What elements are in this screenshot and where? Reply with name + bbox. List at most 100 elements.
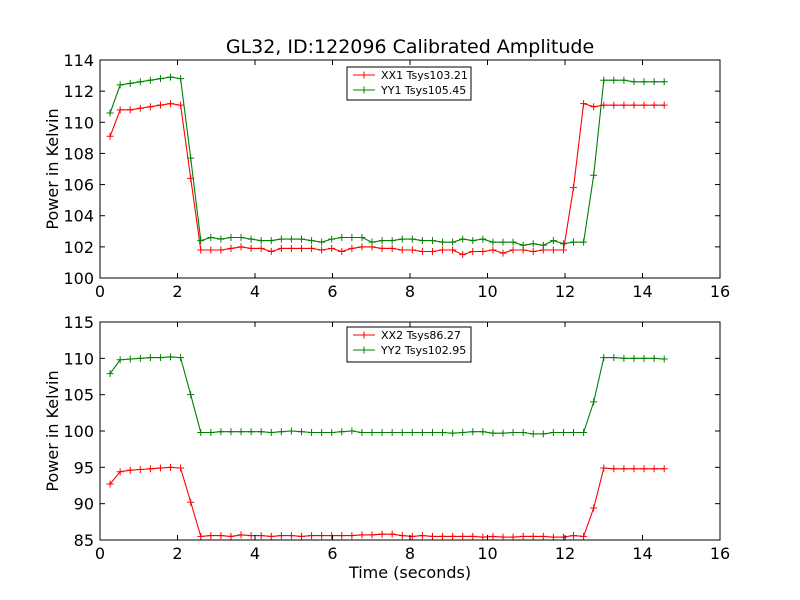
y-tick-label: 115: [63, 313, 94, 332]
plot-top: 0 2 4 6 8 10 12 14 16 100 102 104 106 108 110 112 114 Pow…: [43, 51, 730, 301]
data-point-marker: [368, 428, 376, 436]
data-point-marker: [479, 235, 487, 243]
data-point-marker: [580, 428, 588, 436]
data-point-marker: [237, 243, 245, 251]
x-tick-label: 6: [327, 282, 337, 301]
data-point-marker: [328, 235, 336, 243]
data-point-marker: [388, 428, 396, 436]
data-point-marker: [610, 76, 618, 84]
data-point-marker: [146, 76, 154, 84]
legend-box: [346, 66, 472, 101]
data-point-marker: [247, 532, 255, 540]
data-point-marker: [590, 398, 598, 406]
data-point-marker: [398, 532, 406, 540]
data-point-marker: [277, 244, 285, 252]
data-point-marker: [620, 354, 628, 362]
data-point-marker: [287, 235, 295, 243]
data-point-marker: [348, 234, 356, 242]
data-point-marker: [318, 246, 326, 254]
data-point-marker: [459, 428, 467, 436]
data-point-marker: [489, 238, 497, 246]
x-tick-label: 6: [327, 544, 337, 563]
x-tick-label: 0: [95, 544, 105, 563]
data-point-marker: [378, 244, 386, 252]
data-point-marker: [257, 428, 265, 436]
data-point-marker: [227, 532, 235, 540]
data-point-marker: [428, 237, 436, 245]
data-point-marker: [197, 246, 205, 254]
data-point-marker: [106, 109, 114, 117]
data-point-marker: [187, 154, 195, 162]
data-point-marker: [308, 244, 316, 252]
data-point-marker: [167, 353, 175, 361]
data-point-marker: [106, 132, 114, 140]
data-point-marker: [348, 244, 356, 252]
data-point-marker: [388, 237, 396, 245]
y-tick-label: 105: [63, 386, 94, 405]
data-point-marker: [509, 533, 517, 541]
x-tick-label: 14: [632, 544, 652, 563]
legend-entry: XX1 Tsys103.21: [381, 69, 468, 82]
y-tick-label: 90: [74, 495, 94, 514]
data-point-marker: [358, 531, 366, 539]
data-point-marker: [408, 428, 416, 436]
data-point-marker: [610, 465, 618, 473]
data-point-marker: [529, 430, 537, 438]
data-point-marker: [136, 354, 144, 362]
data-point-marker: [318, 532, 326, 540]
data-point-marker: [368, 238, 376, 246]
data-point-marker: [156, 101, 164, 109]
data-point-marker: [489, 246, 497, 254]
x-tick-label: 10: [477, 282, 497, 301]
data-point-marker: [640, 78, 648, 86]
data-point-marker: [650, 101, 658, 109]
data-point-marker: [308, 532, 316, 540]
data-point-marker: [338, 248, 346, 256]
data-point-marker: [529, 240, 537, 248]
data-point-marker: [227, 428, 235, 436]
data-point-marker: [549, 533, 557, 541]
data-point-marker: [167, 100, 175, 108]
data-point-marker: [469, 248, 477, 256]
data-point-marker: [479, 248, 487, 256]
data-point-marker: [418, 532, 426, 540]
data-point-marker: [479, 428, 487, 436]
data-point-marker: [519, 241, 527, 249]
data-point-marker: [358, 234, 366, 242]
data-point-marker: [630, 78, 638, 86]
data-point-marker: [388, 530, 396, 538]
data-point-marker: [449, 429, 457, 437]
data-point-marker: [449, 246, 457, 254]
data-point-marker: [217, 246, 225, 254]
data-point-marker: [338, 428, 346, 436]
data-point-marker: [439, 246, 447, 254]
data-point-marker: [277, 428, 285, 436]
data-point-marker: [348, 532, 356, 540]
data-point-marker: [177, 101, 185, 109]
data-point-marker: [398, 428, 406, 436]
data-point-marker: [237, 428, 245, 436]
data-point-marker: [469, 532, 477, 540]
data-point-marker: [509, 246, 517, 254]
data-point-marker: [559, 533, 567, 541]
data-point-marker: [177, 75, 185, 83]
data-point-marker: [247, 244, 255, 252]
data-point-marker: [227, 244, 235, 252]
series-line-2: [109, 356, 665, 435]
data-point-marker: [499, 429, 507, 437]
data-point-marker: [549, 428, 557, 436]
data-point-marker: [650, 465, 658, 473]
legend-marker: [360, 346, 368, 354]
data-point-marker: [378, 530, 386, 538]
data-point-marker: [136, 78, 144, 86]
data-point-marker: [217, 428, 225, 436]
y-tick-label: 110: [63, 113, 94, 132]
data-point-marker: [167, 73, 175, 81]
data-point-marker: [499, 533, 507, 541]
data-point-marker: [519, 428, 527, 436]
data-point-marker: [630, 101, 638, 109]
data-point-marker: [308, 428, 316, 436]
data-point-marker: [580, 100, 588, 108]
data-point-marker: [207, 234, 215, 242]
data-point-marker: [479, 533, 487, 541]
